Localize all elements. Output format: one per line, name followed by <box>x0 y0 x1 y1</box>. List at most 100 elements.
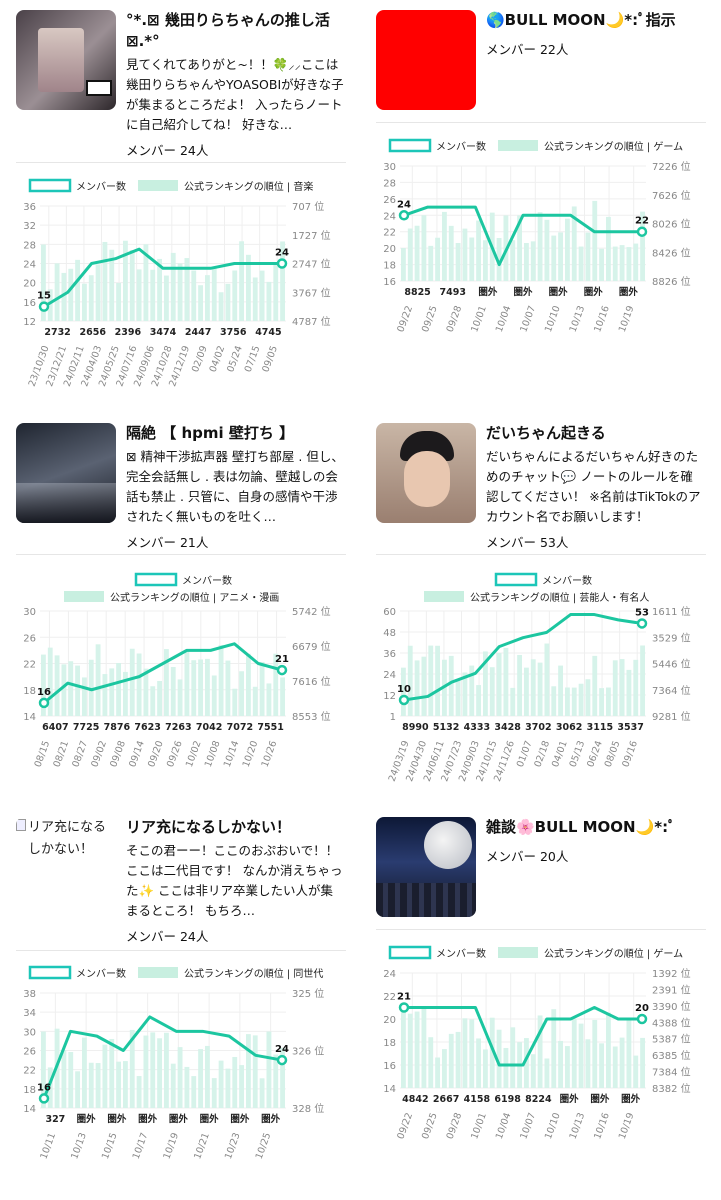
ranking-bar <box>633 659 639 716</box>
legend-members-swatch <box>388 945 432 960</box>
ranking-bar <box>280 241 285 321</box>
room-title[interactable]: °*.⊠ 幾田りらちゃんの推し活 ⊠.*° <box>126 11 330 50</box>
x-tick-label: 10/21 <box>192 1131 212 1161</box>
ranking-bar <box>612 660 618 716</box>
ranking-bar <box>54 263 60 321</box>
ranking-bar <box>280 677 285 716</box>
ranking-bar <box>489 667 495 716</box>
ranking-bar <box>143 668 149 716</box>
ranking-bar <box>82 677 87 716</box>
ranking-bar <box>54 655 60 716</box>
ranking-value-label: 圏外 <box>513 286 533 298</box>
members-line <box>403 205 642 267</box>
ranking-bar <box>469 665 475 716</box>
room-thumbnail[interactable]: リア充になるしかない！ <box>16 817 116 917</box>
x-tick-label: 10/01 <box>469 1111 489 1141</box>
ranking-bar <box>150 1032 156 1108</box>
ranking-bar <box>239 1065 244 1108</box>
x-tick-label: 09/02 <box>89 739 109 769</box>
x-tick-label: 10/19 <box>617 1111 637 1141</box>
rank-tick-label: 7364 位 <box>652 684 691 697</box>
ranking-bar <box>565 218 570 281</box>
ranking-bar <box>599 688 604 716</box>
ranking-bar <box>435 645 440 716</box>
x-tick-label: 10/16 <box>592 1111 612 1141</box>
ranking-bar <box>558 232 563 281</box>
ranking-bar <box>252 277 258 321</box>
ranking-bar <box>252 686 258 716</box>
chart-legend: メンバー数 公式ランキングの順位 | 同世代 <box>28 965 323 980</box>
x-tick-label: 10/10 <box>543 304 563 334</box>
rank-tick-label: 325 位 <box>292 987 324 1000</box>
ranking-value-label: 圏外 <box>560 1093 580 1105</box>
ranking-bar <box>246 653 251 716</box>
ranking-bar <box>476 685 481 716</box>
ranking-bar <box>633 1055 639 1088</box>
start-point <box>38 1093 50 1104</box>
broken-image-icon <box>16 819 26 831</box>
ranking-bar <box>157 1038 162 1108</box>
legend-members-swatch <box>28 965 72 980</box>
y-tick-label: 26 <box>383 195 396 206</box>
x-tick-label: 02/18 <box>532 739 552 769</box>
room-title[interactable]: だいちゃん起きる <box>486 424 606 442</box>
ranking-bar <box>524 242 529 281</box>
rank-tick-label: 7626 位 <box>652 189 691 202</box>
y-tick-label: 22 <box>23 660 36 671</box>
ranking-value-label: 圏外 <box>107 1113 127 1125</box>
rank-tick-label: 2747 位 <box>292 258 331 271</box>
room-thumbnail[interactable] <box>376 10 476 110</box>
ranking-bar <box>47 289 53 321</box>
room-thumbnail[interactable] <box>376 423 476 523</box>
y-tick-label: 18 <box>23 686 36 697</box>
ranking-value-label: 圏外 <box>230 1113 250 1125</box>
room-thumbnail[interactable] <box>16 423 116 523</box>
rank-tick-label: 7226 位 <box>652 160 691 173</box>
room-thumbnail[interactable] <box>16 10 116 110</box>
y-tick-label: 30 <box>23 1027 36 1038</box>
member-ranking-chart: メンバー数 公式ランキングの順位 | ゲーム3028262422201816722… <box>383 138 691 334</box>
end-point <box>636 226 648 237</box>
x-tick-label: 09/22 <box>395 1111 415 1141</box>
ranking-value-label: 2396 <box>115 327 142 338</box>
x-tick-label: 06/24 <box>585 739 605 769</box>
ranking-bar <box>116 1061 121 1108</box>
room-title[interactable]: 🌎BULL MOON🌙*:ﾟ指示 <box>486 11 676 29</box>
ranking-bar <box>592 655 598 716</box>
start-value-label: 10 <box>397 684 411 695</box>
x-tick-label: 09/28 <box>445 1111 465 1141</box>
chart-legend: メンバー数 公式ランキングの順位 | 音楽 <box>28 178 313 193</box>
ranking-value-label: 3756 <box>220 327 247 338</box>
ranking-bar <box>619 659 625 716</box>
y-tick-label: 12 <box>23 317 36 328</box>
ranking-value-label: 8224 <box>525 1094 552 1105</box>
ranking-value-label: 圏外 <box>549 286 569 298</box>
rank-tick-label: 5387 位 <box>652 1033 691 1046</box>
ranking-bar <box>205 1045 210 1108</box>
rain-scene-image <box>16 483 116 523</box>
ranking-bar <box>606 687 611 716</box>
ranking-bar <box>619 245 625 281</box>
ranking-bar <box>428 1037 434 1088</box>
room-thumbnail[interactable] <box>376 817 476 917</box>
legend-members-label: メンバー数 <box>436 947 486 960</box>
ranking-bar <box>129 250 135 321</box>
rank-tick-label: 4787 位 <box>292 315 331 328</box>
ranking-bar <box>496 653 502 716</box>
room-title[interactable]: リア充になるしかない！ <box>126 818 292 836</box>
ranking-bar <box>157 258 162 321</box>
ranking-bar <box>510 240 516 281</box>
y-tick-label: 14 <box>23 712 36 723</box>
ranking-bar <box>259 1078 265 1108</box>
ranking-bar <box>170 252 176 321</box>
room-title[interactable]: 隔絶 【 hpmi 壁打ち 】 <box>126 424 295 442</box>
ranking-bar <box>407 645 413 716</box>
ranking-value-label: 圏外 <box>621 1093 641 1105</box>
ranking-bar <box>489 1017 495 1088</box>
start-point <box>398 1002 410 1013</box>
room-title[interactable]: 雑談🌸BULL MOON🌙*:ﾟ <box>486 818 676 836</box>
ranking-bar <box>524 1038 529 1088</box>
ranking-bar <box>578 1023 584 1088</box>
